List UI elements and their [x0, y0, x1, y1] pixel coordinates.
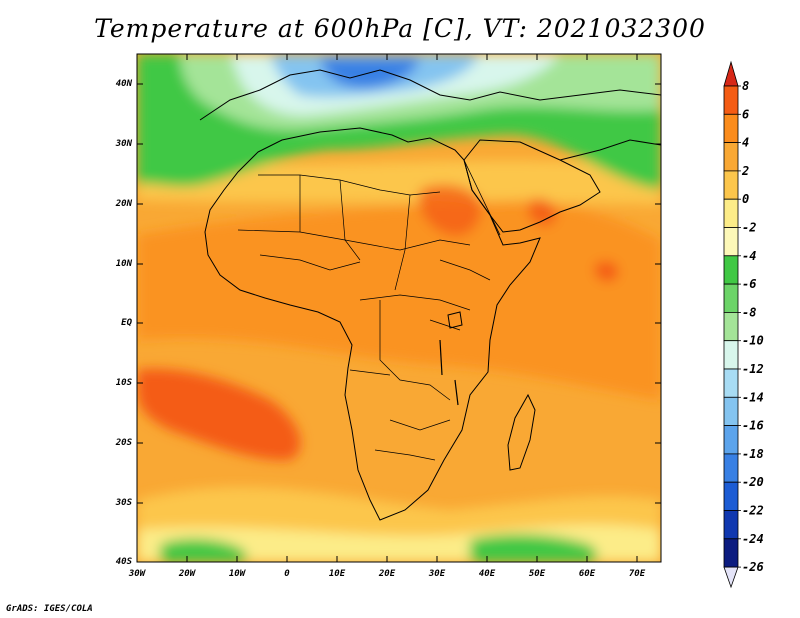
lat-label-30s: 30S	[115, 498, 132, 508]
colorbar-segment	[723, 368, 739, 398]
lat-label-10s: 10S	[115, 378, 132, 388]
europe-coast	[199, 69, 661, 121]
axis-ticks	[137, 54, 661, 562]
colorbar-segment	[723, 453, 739, 483]
hot-atlantic-south	[137, 369, 301, 461]
map-frame	[136, 53, 662, 563]
persian-gulf	[559, 139, 661, 161]
coastlines	[199, 69, 661, 521]
colorbar-min-arrow	[723, 566, 739, 589]
colorbar-segment	[723, 113, 739, 144]
lat-label-20n: 20N	[115, 199, 132, 209]
lon-label-20e: 20E	[378, 569, 396, 579]
warm-tropical-belt	[137, 200, 661, 400]
colorbar-segment	[723, 85, 739, 115]
colorbar-label: -6	[742, 277, 756, 291]
colorbar-segment	[723, 283, 739, 313]
colorbar-segment	[723, 311, 739, 342]
lon-label-30e: 30E	[428, 569, 446, 579]
colorbar-label: -4	[742, 249, 756, 263]
lake-tanganyika	[439, 339, 443, 376]
colorbar-segment	[723, 255, 739, 285]
colorbar-label: -20	[742, 475, 764, 489]
lat-label-eq: EQ	[121, 318, 132, 328]
colorbar: 8 6 4 2 0 -2 -4 -6 -8 -10 -12 -14 -16 -18 -20 -22 -24 -26	[723, 60, 764, 589]
colorbar-segment	[723, 227, 739, 257]
lon-label-0: 0	[284, 569, 290, 579]
colorbar-label: -18	[742, 447, 764, 461]
lon-label-10w: 10W	[228, 569, 246, 579]
colorbar-segment	[723, 198, 739, 228]
colorbar-segment	[723, 538, 739, 568]
colorbar-label: 4	[742, 136, 749, 150]
lake-malawi	[454, 379, 459, 406]
country-borders	[237, 174, 491, 461]
madagascar-outline	[507, 393, 536, 471]
red-sea	[463, 159, 501, 236]
lat-label-40n: 40N	[115, 79, 132, 89]
colorbar-label: -2	[742, 221, 756, 235]
colorbar-segment	[723, 340, 739, 370]
green-south-left	[160, 538, 248, 562]
colorbar-label: -10	[742, 334, 764, 348]
colorbar-label: 8	[742, 79, 749, 93]
hot-spot-sudan	[419, 184, 481, 236]
lon-label-70e: 70E	[628, 569, 646, 579]
lon-label-40e: 40E	[478, 569, 496, 579]
lon-label-60e: 60E	[578, 569, 596, 579]
hot-spot-indian-ocean	[595, 261, 619, 282]
colorbar-label: -24	[742, 532, 764, 546]
lat-label-20s: 20S	[115, 438, 132, 448]
colorbar-label: -12	[742, 362, 764, 376]
colorbar-segment	[723, 510, 739, 540]
pale-band-north	[137, 150, 661, 205]
colorbar-segment	[723, 425, 739, 455]
colorbar-label: 0	[742, 192, 749, 206]
colorbar-segment	[723, 481, 739, 511]
lake-victoria	[447, 311, 463, 329]
africa-outline	[204, 127, 541, 521]
hot-spot-yemen	[528, 198, 556, 226]
lon-label-10e: 10E	[328, 569, 346, 579]
colorbar-label: -22	[742, 504, 764, 518]
colorbar-label: 2	[741, 164, 749, 178]
colorbar-segment	[723, 142, 739, 172]
lat-label-10n: 10N	[115, 259, 132, 269]
colorbar-segment	[723, 396, 739, 426]
colorbar-label: -26	[742, 560, 764, 574]
temperature-field	[137, 54, 661, 562]
green-south-right	[470, 534, 598, 562]
colorbar-label: -8	[742, 305, 756, 319]
map-title: Temperature at 600hPa [C], VT: 202103230…	[94, 14, 706, 43]
lon-label-50e: 50E	[528, 569, 546, 579]
colorbar-label: -14	[742, 390, 764, 404]
colorbar-max-arrow	[723, 60, 739, 87]
lat-label-40s: 40S	[115, 557, 132, 567]
colorbar-label: 6	[742, 107, 749, 121]
colorbar-segment	[723, 170, 739, 200]
lon-label-30w: 30W	[128, 569, 146, 579]
lat-label-30n: 30N	[115, 139, 132, 149]
colorbar-label: -16	[742, 419, 764, 433]
lon-label-20w: 20W	[178, 569, 196, 579]
grads-credit: GrADS: IGES/COLA	[6, 604, 93, 614]
